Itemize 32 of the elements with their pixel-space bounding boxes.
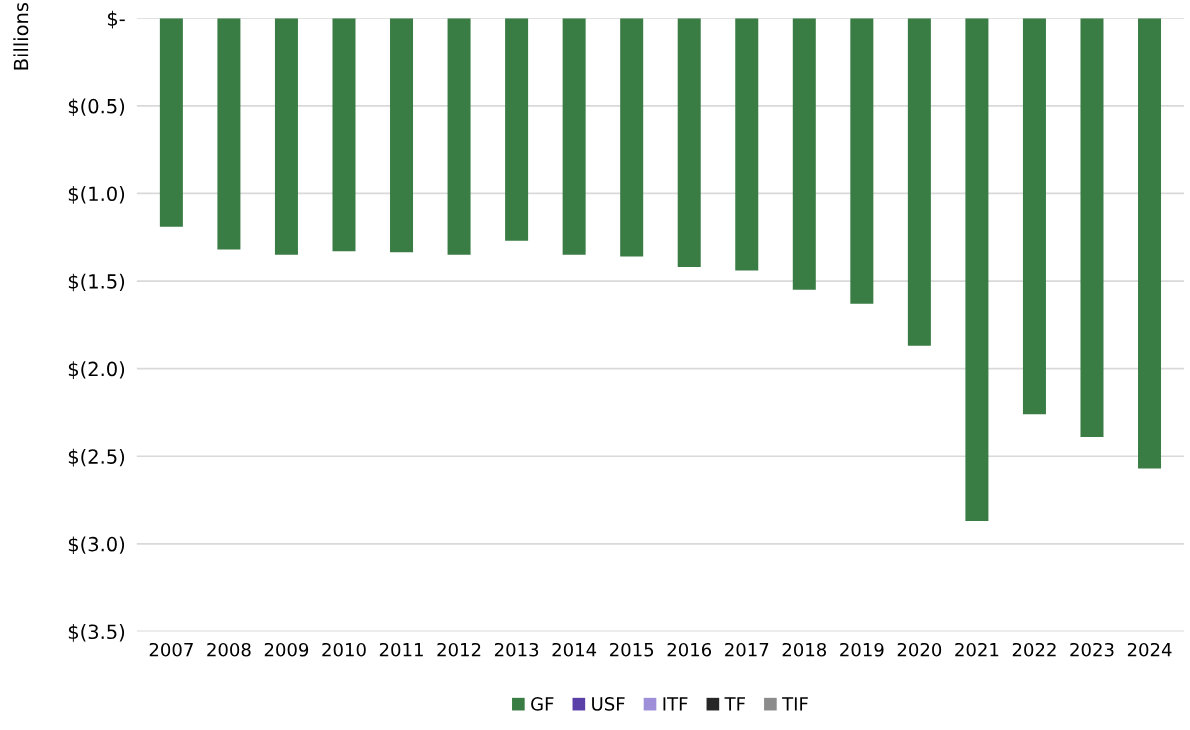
x-tick-label: 2012: [437, 642, 481, 657]
x-tick-label: 2023: [1070, 642, 1114, 657]
legend-label: ITF: [663, 697, 688, 711]
y-tick-label: $(2.5): [68, 448, 125, 467]
x-tick-label: 2021: [955, 642, 999, 657]
legend-label: USF: [592, 697, 625, 711]
y-tick-label: $(1.5): [68, 273, 125, 292]
x-tick-label: 2016: [667, 642, 712, 657]
x-tick-label: 2019: [840, 642, 884, 657]
y-axis-title: Billions: [13, 2, 29, 70]
x-tick-label: 2015: [610, 642, 654, 657]
x-tick-label: 2009: [264, 642, 309, 657]
x-tick-label: 2011: [379, 642, 423, 657]
x-tick-label: 2020: [897, 642, 942, 657]
y-tick-label: $(3.5): [68, 624, 125, 642]
x-tick-label: 2022: [1012, 642, 1056, 657]
y-tick-label: $(3.0): [68, 536, 125, 555]
x-tick-label: 2008: [207, 642, 251, 657]
x-tick-label: 2018: [782, 642, 827, 657]
y-tick-label: $-: [107, 10, 125, 29]
x-tick-label: 2017: [725, 642, 769, 657]
x-tick-label: 2014: [552, 642, 597, 657]
legend-label: TF: [724, 697, 745, 711]
y-tick-label: $(2.0): [68, 361, 125, 379]
x-tick-label: 2010: [322, 642, 366, 657]
legend-label: GF: [531, 697, 554, 711]
x-tick-label: 2007: [149, 642, 193, 657]
y-tick-label: $(0.5): [68, 98, 125, 117]
x-tick-label: 2024: [1127, 642, 1172, 657]
legend-label: TIF: [782, 697, 808, 711]
y-tick-label: $(1.0): [68, 186, 125, 204]
x-tick-label: 2013: [494, 642, 539, 657]
